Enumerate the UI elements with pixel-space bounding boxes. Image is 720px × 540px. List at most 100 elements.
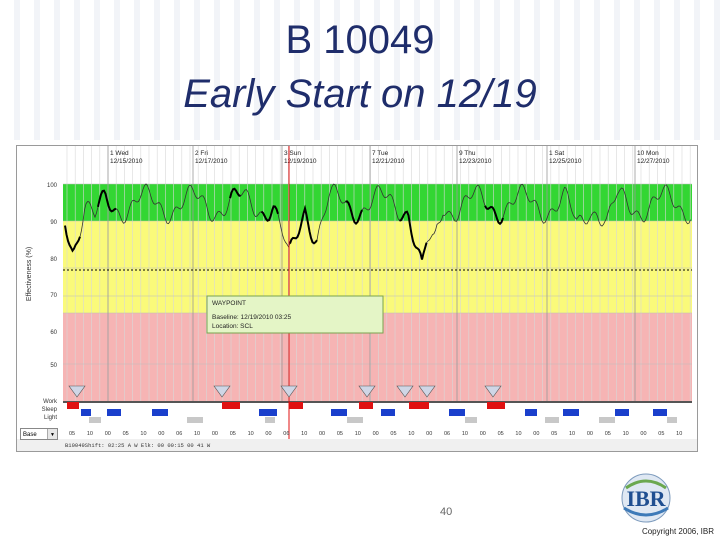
day-name: 1 Sat [549, 150, 564, 157]
day-name: 9 Thu [459, 150, 476, 157]
effectiveness-chart: Effectiveness (%) 100 90 80 70 60 50 1 Wed12/15… [17, 146, 697, 451]
time-tick-label: 06 [444, 431, 450, 437]
sleep-block [449, 409, 465, 416]
time-tick-label: 00 [426, 431, 432, 437]
light-block [667, 417, 677, 423]
work-block [487, 402, 505, 409]
status-bar-text: B10049Shift: 02:25 A W Elk: 00 00:15 00 … [65, 442, 211, 449]
time-tick-label: 10 [462, 431, 468, 437]
day-name: 2 Fri [195, 150, 208, 157]
sleep-block [381, 409, 395, 416]
row-label: Work [43, 399, 58, 405]
effectiveness-curve-highlight [260, 205, 279, 222]
waypoint-location: Location: SCL [212, 323, 253, 330]
y-tick-label: 90 [50, 220, 57, 226]
time-tick-label: 05 [390, 431, 396, 437]
day-date: 12/17/2010 [195, 158, 228, 165]
y-tick-label: 100 [47, 183, 58, 189]
time-tick-label: 10 [676, 431, 682, 437]
time-tick-label: 00 [265, 431, 271, 437]
flight-marker [213, 385, 231, 398]
effectiveness-curve-highlight [229, 187, 241, 199]
time-tick-label: 06 [176, 431, 182, 437]
base-select[interactable]: Base ▼ [20, 428, 58, 440]
waypoint-title: WAYPOINT [212, 300, 246, 307]
light-block [265, 417, 275, 423]
time-tick-label: 06 [283, 431, 289, 437]
sleep-block [259, 409, 277, 416]
flight-marker [280, 385, 298, 398]
sleep-block [615, 409, 629, 416]
time-tick-label: 00 [640, 431, 646, 437]
work-block [359, 402, 373, 409]
sleep-block [331, 409, 347, 416]
flight-marker [418, 385, 436, 398]
light-block [465, 417, 477, 423]
time-tick-label: 00 [533, 431, 539, 437]
time-tick-label: 05 [123, 431, 129, 437]
row-label: Light [44, 415, 57, 421]
band-green [63, 184, 692, 221]
flight-marker [396, 385, 414, 398]
chevron-down-icon[interactable]: ▼ [47, 429, 57, 439]
day-date: 12/23/2010 [459, 158, 492, 165]
ibr-logo-text: IBR [626, 486, 666, 511]
y-tick-label: 50 [50, 363, 57, 369]
sleep-block [107, 409, 121, 416]
day-date: 12/21/2010 [372, 158, 405, 165]
status-bar [17, 439, 697, 451]
day-name: 3 Sun [284, 150, 301, 157]
y-tick-label: 60 [50, 330, 57, 336]
slide-subtitle: Early Start on 12/19 [183, 72, 537, 116]
time-tick-label: 10 [248, 431, 254, 437]
time-tick-label: 00 [212, 431, 218, 437]
effectiveness-curve-highlight [97, 189, 117, 213]
effectiveness-curve-highlight [345, 200, 363, 225]
copyright-text: Copyright 2006, IBR [641, 527, 714, 536]
sleep-block [525, 409, 537, 416]
y-tick-label: 70 [50, 293, 57, 299]
waypoint-tooltip [206, 295, 384, 334]
time-tick-label: 10 [194, 431, 200, 437]
light-block [599, 417, 615, 423]
time-tick-label: 05 [605, 431, 611, 437]
time-tick-label: 10 [408, 431, 414, 437]
slide-background-stripes [0, 0, 720, 140]
time-tick-label: 05 [658, 431, 664, 437]
light-block [89, 417, 101, 423]
day-name: 7 Tue [372, 150, 389, 157]
y-axis-label: Effectiveness (%) [26, 247, 33, 301]
time-tick-label: 05 [230, 431, 236, 437]
waypoint-baseline: Baseline: 12/19/2010 03:25 [212, 314, 292, 321]
effectiveness-curve-highlight [289, 204, 318, 245]
flight-marker [484, 385, 502, 398]
time-tick-label: 00 [319, 431, 325, 437]
effectiveness-curve-highlight [484, 205, 504, 226]
day-header-area [63, 146, 692, 184]
time-tick-label: 00 [158, 431, 164, 437]
effectiveness-curve [64, 183, 691, 260]
base-select-value: Base [23, 432, 37, 438]
fatigue-chart-screenshot: Effectiveness (%) 100 90 80 70 60 50 1 Wed 12/15… [16, 145, 698, 452]
time-tick-label: 05 [498, 431, 504, 437]
time-tick-label: 10 [515, 431, 521, 437]
time-tick-label: 10 [569, 431, 575, 437]
time-tick-label: 00 [373, 431, 379, 437]
sleep-block [152, 409, 168, 416]
day-date: 12/25/2010 [549, 158, 582, 165]
light-block [187, 417, 203, 423]
flight-marker [358, 385, 376, 398]
ibr-logo: IBR [621, 473, 671, 523]
effectiveness-curve-highlight [64, 225, 81, 253]
time-tick-label: 00 [480, 431, 486, 437]
sleep-block [81, 409, 91, 416]
light-block [347, 417, 363, 423]
time-tick-label: 05 [551, 431, 557, 437]
time-tick-label: 00 [587, 431, 593, 437]
light-block [545, 417, 559, 423]
slide-title: B 10049 [285, 18, 435, 62]
sleep-block [563, 409, 579, 416]
time-tick-label: 10 [623, 431, 629, 437]
slide-page-number: 40 [440, 506, 453, 518]
work-block [289, 402, 303, 409]
